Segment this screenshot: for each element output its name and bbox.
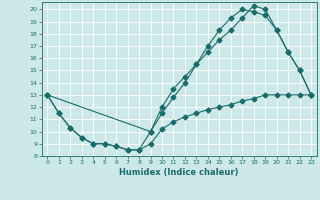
X-axis label: Humidex (Indice chaleur): Humidex (Indice chaleur) [119,168,239,177]
